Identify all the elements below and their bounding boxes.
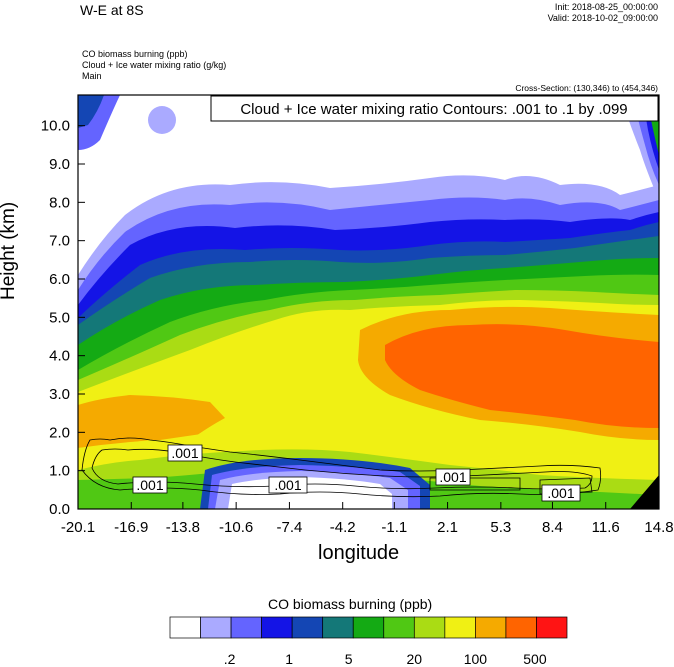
- y-tick-label: 9.0: [49, 156, 70, 173]
- field-line-2: Cloud + Ice water mixing ratio (g/kg): [82, 60, 227, 70]
- x-tick-label: -1.1: [381, 519, 407, 536]
- y-tick-label: 3.0: [49, 386, 70, 403]
- init-time: Init: 2018-08-25_00:00:00: [554, 2, 658, 12]
- x-axis-label: longitude: [318, 542, 400, 564]
- plot-title: W-E at 8S: [80, 2, 144, 18]
- valid-time: Valid: 2018-10-02_09:00:00: [547, 13, 658, 23]
- y-axis: 0.0 1.0 2.0 3.0 4.0 5.0 6.0 7.0 8.0 9.0 10.0: [41, 118, 85, 518]
- contour-label-5: .001: [547, 485, 574, 501]
- colorbar-swatch: [169, 616, 201, 639]
- colorbar-tick-label: 500: [523, 651, 547, 667]
- colorbar-tick-label: 20: [407, 651, 423, 667]
- x-tick-label: 14.8: [644, 519, 673, 536]
- colorbar-swatch: [261, 616, 293, 639]
- colorbar-tick-label: 100: [464, 651, 488, 667]
- contour-info-box: [210, 95, 659, 122]
- contour-label-4: .001: [439, 469, 466, 485]
- colorbar-tick-label: .2: [224, 651, 236, 667]
- colorbar-swatch: [383, 616, 415, 639]
- contour-label-2: .001: [171, 445, 198, 461]
- field-list: CO biomass burning (ppb) Cloud + Ice wat…: [82, 49, 226, 82]
- colorbar-swatch: [200, 616, 232, 639]
- x-tick-label: -10.6: [219, 519, 253, 536]
- x-tick-label: -20.1: [61, 519, 95, 536]
- colorbar-swatch: [505, 616, 537, 639]
- x-tick-label: -16.9: [114, 519, 148, 536]
- field-line-3: Main: [82, 71, 102, 81]
- colorbar-tick-label: 5: [345, 651, 353, 667]
- x-axis: -20.1 -16.9 -13.8 -10.6 -7.4 -4.2 -1.1 2.1 5.3 8.…: [61, 502, 674, 536]
- colorbar-swatch: [413, 616, 446, 639]
- field-line-1: CO biomass burning (ppb): [82, 49, 188, 59]
- cross-section-label: Cross-Section: (130,346) to (454,346): [515, 83, 658, 93]
- plot-frame: [77, 94, 660, 510]
- colorbar-swatch: [536, 616, 568, 639]
- y-tick-label: 6.0: [49, 271, 70, 288]
- colorbar-swatch: [322, 616, 354, 639]
- colorbar-tick-label: 1: [285, 651, 293, 667]
- contour-labels: .001 .001 .001 .001 .001: [132, 444, 581, 502]
- heatmap-field: [78, 95, 659, 509]
- colorbar-swatch: [291, 616, 324, 639]
- colorbar-swatch: [475, 616, 507, 639]
- y-tick-label: 8.0: [49, 194, 70, 211]
- x-tick-label: 11.6: [592, 519, 620, 536]
- y-tick-label: 4.0: [49, 348, 70, 365]
- y-tick-label: 5.0: [49, 309, 70, 326]
- time-info: Init: 2018-08-25_00:00:00 Valid: 2018-10…: [548, 2, 658, 24]
- x-tick-label: 2.1: [437, 519, 458, 536]
- x-tick-label: 5.3: [490, 519, 511, 536]
- x-tick-label: -4.2: [330, 519, 356, 536]
- x-tick-label: -7.4: [276, 519, 302, 536]
- colorbar-swatch: [230, 616, 262, 639]
- contour-label-3: .001: [274, 477, 301, 493]
- contour-info-text: Cloud + Ice water mixing ratio Contours:…: [240, 101, 627, 118]
- colorbar-title: CO biomass burning (ppb): [268, 596, 433, 612]
- y-tick-label: 1.0: [49, 463, 70, 480]
- x-tick-label: 8.4: [542, 519, 563, 536]
- y-tick-label: 2.0: [49, 424, 70, 441]
- y-tick-label: 10.0: [41, 118, 70, 135]
- y-tick-label: 0.0: [49, 501, 70, 518]
- colorbar-swatch: [444, 616, 476, 639]
- y-tick-label: 7.0: [49, 233, 70, 250]
- colorbar: .2 1 5 20 100 500: [169, 616, 568, 667]
- colorbar-swatch: [352, 616, 385, 639]
- x-tick-label: -13.8: [166, 519, 200, 536]
- contour-label-1: .001: [136, 477, 163, 493]
